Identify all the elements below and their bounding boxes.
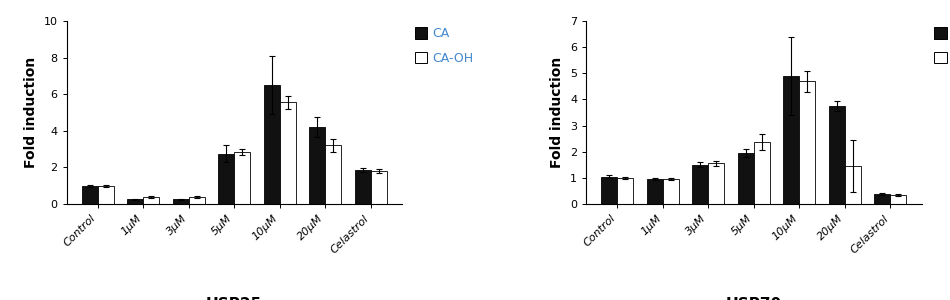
Bar [173, 200, 189, 204]
Bar [890, 195, 906, 204]
Bar [264, 85, 279, 204]
Bar [189, 197, 204, 204]
Bar [354, 170, 371, 204]
Bar [647, 179, 663, 204]
Legend: CA, CA-OH: CA, CA-OH [935, 27, 950, 64]
Bar [784, 76, 799, 204]
Bar [370, 171, 387, 204]
Bar [82, 186, 98, 204]
Bar [874, 194, 890, 204]
Bar [601, 176, 618, 204]
Y-axis label: Fold induction: Fold induction [24, 57, 38, 168]
X-axis label: HSP25: HSP25 [206, 297, 262, 300]
Bar [845, 166, 861, 204]
Y-axis label: Fold induction: Fold induction [550, 57, 564, 168]
Bar [709, 164, 724, 204]
Bar [218, 154, 234, 204]
Bar [829, 106, 845, 204]
Bar [279, 102, 295, 204]
Bar [127, 200, 143, 204]
X-axis label: HSP70: HSP70 [726, 297, 782, 300]
Bar [799, 81, 815, 204]
Bar [754, 142, 770, 204]
Bar [309, 127, 325, 204]
Legend: CA, CA-OH: CA, CA-OH [415, 27, 473, 64]
Bar [143, 197, 159, 204]
Bar [325, 146, 341, 204]
Bar [663, 179, 679, 204]
Bar [234, 152, 250, 204]
Bar [738, 153, 754, 204]
Bar [98, 186, 114, 204]
Bar [693, 165, 709, 204]
Bar [618, 178, 634, 204]
